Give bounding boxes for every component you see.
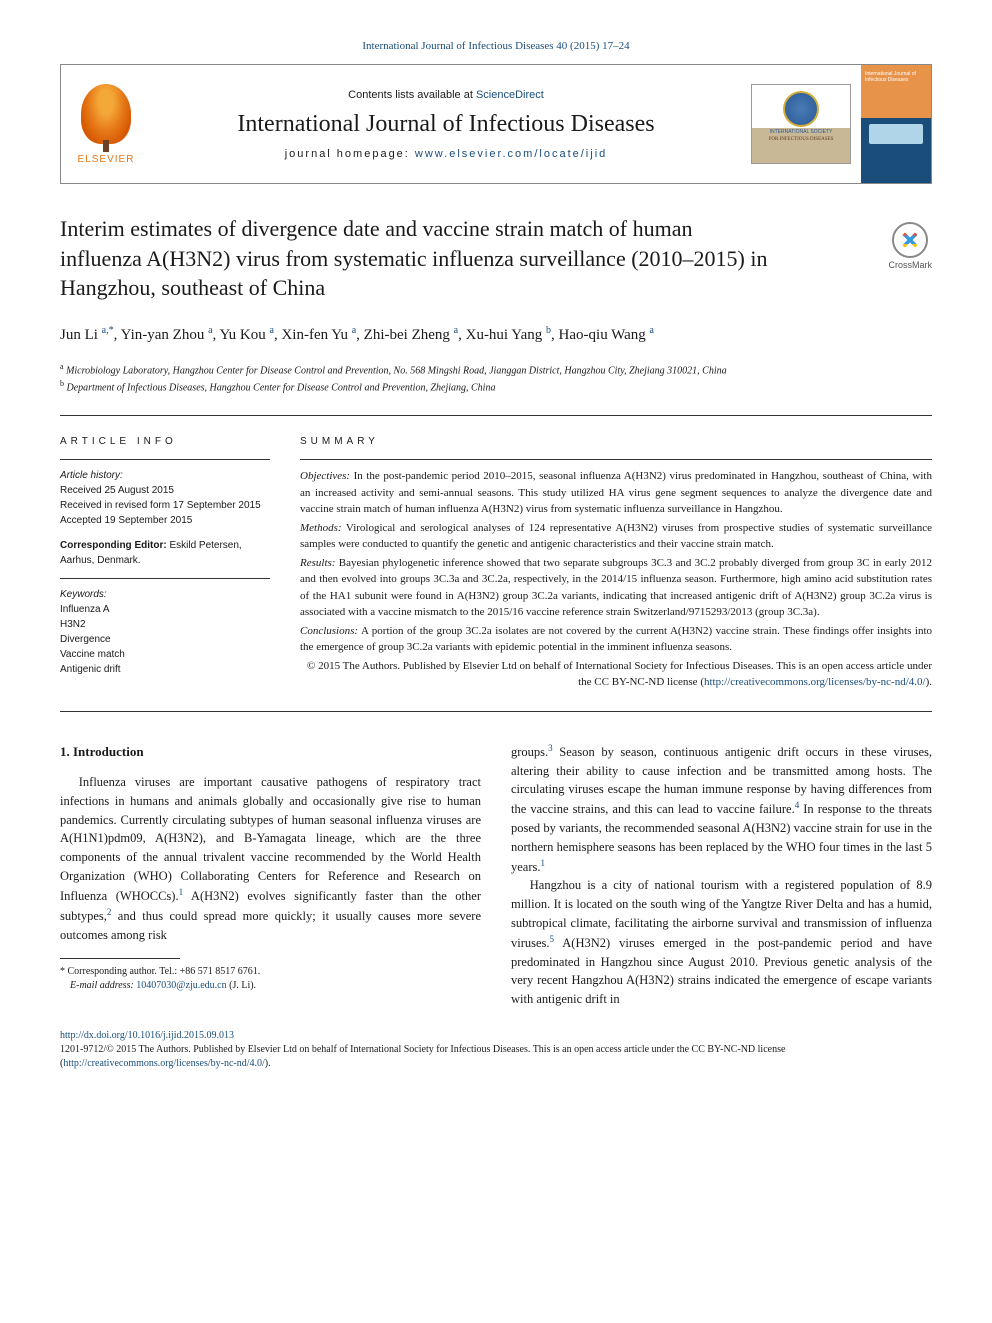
received-date: Received 25 August 2015 (60, 483, 270, 498)
crossmark-icon (892, 222, 928, 258)
crossmark-badge[interactable]: CrossMark (888, 222, 932, 270)
corr-tel: +86 571 8517 6761. (180, 966, 261, 977)
history-label: Article history: (60, 468, 270, 483)
elsevier-text: ELSEVIER (78, 154, 135, 165)
citation-link[interactable]: International Journal of Infectious Dise… (362, 40, 629, 52)
introduction-body: 1. Introduction Influenza viruses are im… (60, 742, 932, 1009)
homepage-link[interactable]: www.elsevier.com/locate/ijid (415, 148, 607, 160)
affiliation-b: Department of Infectious Diseases, Hangz… (67, 382, 496, 393)
author: Hao-qiu Wang a (559, 327, 654, 343)
results-text: Bayesian phylogenetic inference showed t… (300, 557, 932, 619)
keyword: Divergence (60, 632, 270, 647)
author: Jun Li a,* (60, 327, 114, 343)
author-list: Jun Li a,*, Yin-yan Zhou a, Yu Kou a, Xi… (60, 323, 932, 347)
corresponding-footnote: * Corresponding author. Tel.: +86 571 85… (60, 965, 481, 993)
contents-line: Contents lists available at ScienceDirec… (348, 89, 544, 101)
doi-link[interactable]: http://dx.doi.org/10.1016/j.ijid.2015.09… (60, 1030, 234, 1041)
email-link[interactable]: 10407030@zju.edu.cn (136, 980, 226, 991)
issn-prefix: 1201-9712/ (60, 1044, 106, 1055)
author: Yu Kou a (219, 327, 273, 343)
intro-heading: 1. Introduction (60, 742, 481, 762)
accepted-date: Accepted 19 September 2015 (60, 513, 270, 528)
journal-name: International Journal of Infectious Dise… (237, 111, 654, 138)
license-link[interactable]: http://creativecommons.org/licenses/by-n… (704, 676, 926, 688)
ref-1b[interactable]: 1 (541, 858, 546, 868)
copyright-line: © 2015 The Authors. Published by Elsevie… (300, 658, 932, 691)
article-info-sidebar: ARTICLE INFO Article history: Received 2… (60, 434, 270, 693)
society-logo: INTERNATIONAL SOCIETY FOR INFECTIOUS DIS… (741, 65, 861, 183)
affiliations: a Microbiology Laboratory, Hangzhou Cent… (60, 361, 932, 396)
society-text-bottom: FOR INFECTIOUS DISEASES (769, 137, 834, 143)
elsevier-tree-icon (81, 84, 131, 144)
objectives-text: In the post-pandemic period 2010–2015, s… (300, 470, 932, 515)
page-footer: http://dx.doi.org/10.1016/j.ijid.2015.09… (60, 1029, 932, 1071)
email-suffix: (J. Li). (227, 980, 256, 991)
results-label: Results: (300, 557, 335, 569)
author: Yin-yan Zhou a (121, 327, 213, 343)
cover-thumbnail: International Journal of Infectious Dise… (861, 65, 931, 183)
issn-suffix: ). (265, 1058, 271, 1069)
methods-text: Virological and serological analyses of … (300, 522, 932, 551)
footer-license-link[interactable]: http://creativecommons.org/licenses/by-n… (63, 1058, 264, 1069)
revised-date: Received in revised form 17 September 20… (60, 498, 270, 513)
email-label: E-mail address: (70, 980, 136, 991)
article-title: Interim estimates of divergence date and… (60, 214, 775, 303)
cover-text: International Journal of Infectious Dise… (865, 71, 927, 83)
homepage-line: journal homepage: www.elsevier.com/locat… (285, 148, 608, 160)
keyword: Antigenic drift (60, 662, 270, 677)
journal-header: ELSEVIER Contents lists available at Sci… (60, 64, 932, 184)
intro-p1c: and thus could spread more quickly; it u… (60, 909, 481, 942)
crossmark-label: CrossMark (888, 260, 932, 270)
sciencedirect-link[interactable]: ScienceDirect (476, 89, 544, 101)
society-text-top: INTERNATIONAL SOCIETY (770, 129, 833, 135)
corr-label: * Corresponding author. Tel.: (60, 966, 180, 977)
summary-heading: SUMMARY (300, 434, 932, 449)
objectives-label: Objectives: (300, 470, 350, 482)
author: Zhi-bei Zheng a (364, 327, 458, 343)
keyword: H3N2 (60, 617, 270, 632)
intro-p3b: A(H3N2) viruses emerged in the post-pand… (511, 936, 932, 1006)
summary-abstract: SUMMARY Objectives: In the post-pandemic… (300, 434, 932, 693)
affiliation-a: Microbiology Laboratory, Hangzhou Center… (66, 365, 727, 376)
homepage-prefix: journal homepage: (285, 148, 415, 160)
corr-editor-label: Corresponding Editor: (60, 540, 167, 551)
header-center: Contents lists available at ScienceDirec… (151, 65, 741, 183)
conclusions-text: A portion of the group 3C.2a isolates ar… (300, 625, 932, 654)
info-heading: ARTICLE INFO (60, 434, 270, 449)
keyword: Vaccine match (60, 647, 270, 662)
intro-p2a: groups. (511, 745, 548, 759)
conclusions-label: Conclusions: (300, 625, 358, 637)
methods-label: Methods: (300, 522, 342, 534)
globe-icon (783, 91, 819, 127)
elsevier-logo: ELSEVIER (61, 65, 151, 183)
keyword: Influenza A (60, 602, 270, 617)
running-header: International Journal of Infectious Dise… (60, 40, 932, 52)
intro-p1a: Influenza viruses are important causativ… (60, 775, 481, 903)
keywords-list: Influenza AH3N2DivergenceVaccine matchAn… (60, 602, 270, 677)
author: Xin-fen Yu a (281, 327, 356, 343)
keywords-label: Keywords: (60, 587, 270, 602)
contents-prefix: Contents lists available at (348, 89, 476, 101)
author: Xu-hui Yang b (466, 327, 551, 343)
